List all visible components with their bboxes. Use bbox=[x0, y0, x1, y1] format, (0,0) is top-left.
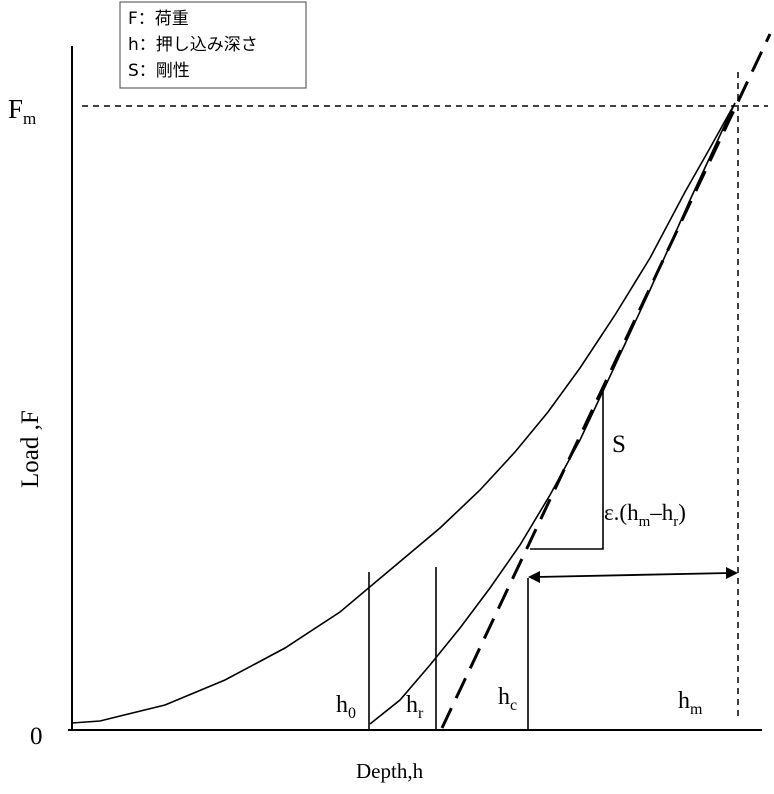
hr-label: hr bbox=[406, 692, 424, 722]
hc-hm-arrow-line bbox=[535, 572, 731, 578]
epsilon-label: ε.(hm–hr) bbox=[604, 500, 686, 530]
x-axis-label: Depth,h bbox=[356, 759, 424, 783]
unloading-curve bbox=[369, 102, 736, 725]
arrow-left-head-icon bbox=[528, 571, 540, 583]
slope-label: S bbox=[612, 431, 626, 458]
hm-label: hm bbox=[678, 688, 703, 718]
hc-label: hc bbox=[498, 684, 517, 714]
fm-label: Fm bbox=[8, 94, 36, 128]
legend-item-stiffness: S：剛性 bbox=[128, 61, 190, 81]
legend: F：荷重 h：押し込み深さ S：剛性 bbox=[119, 1, 307, 89]
h0-label: h0 bbox=[336, 692, 356, 722]
origin-label: 0 bbox=[30, 723, 43, 750]
legend-box bbox=[119, 1, 307, 89]
legend-item-load: F：荷重 bbox=[128, 9, 189, 29]
slope-triangle bbox=[530, 390, 604, 550]
y-axis-label: Load ,F bbox=[17, 410, 44, 488]
arrow-right-head-icon bbox=[726, 567, 738, 579]
stiffness-tangent-line bbox=[440, 33, 772, 729]
loading-curve bbox=[71, 102, 736, 724]
legend-item-depth: h：押し込み深さ bbox=[128, 35, 258, 55]
